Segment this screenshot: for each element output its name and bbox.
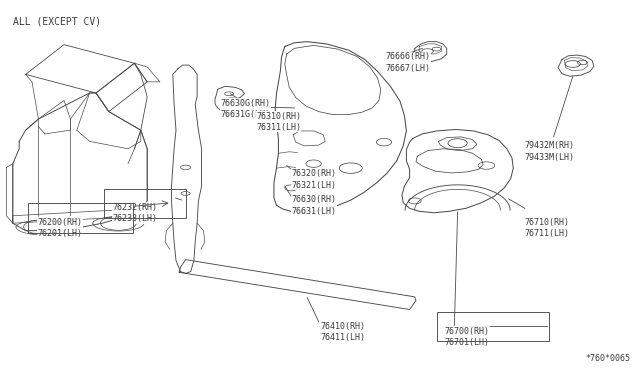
Text: 76200(RH)
76201(LH): 76200(RH) 76201(LH)	[37, 218, 82, 238]
Text: 76630G(RH)
76631G(LH): 76630G(RH) 76631G(LH)	[221, 99, 271, 119]
Text: 76700(RH)
76701(LH): 76700(RH) 76701(LH)	[445, 327, 490, 347]
Text: 79432M(RH)
79433M(LH): 79432M(RH) 79433M(LH)	[525, 141, 575, 162]
Text: *760*0065: *760*0065	[586, 354, 630, 363]
Text: 76710(RH)
76711(LH): 76710(RH) 76711(LH)	[525, 218, 570, 238]
Text: 76666(RH)
76667(LH): 76666(RH) 76667(LH)	[385, 52, 430, 73]
Text: 76630(RH)
76631(LH): 76630(RH) 76631(LH)	[291, 195, 336, 216]
Text: 76232(RH)
76233(LH): 76232(RH) 76233(LH)	[112, 203, 157, 223]
Text: ALL (EXCEPT CV): ALL (EXCEPT CV)	[13, 17, 101, 27]
Text: 76320(RH)
76321(LH): 76320(RH) 76321(LH)	[291, 169, 336, 190]
Text: 76310(RH)
76311(LH): 76310(RH) 76311(LH)	[256, 112, 301, 132]
Text: 76410(RH)
76411(LH): 76410(RH) 76411(LH)	[320, 322, 365, 342]
